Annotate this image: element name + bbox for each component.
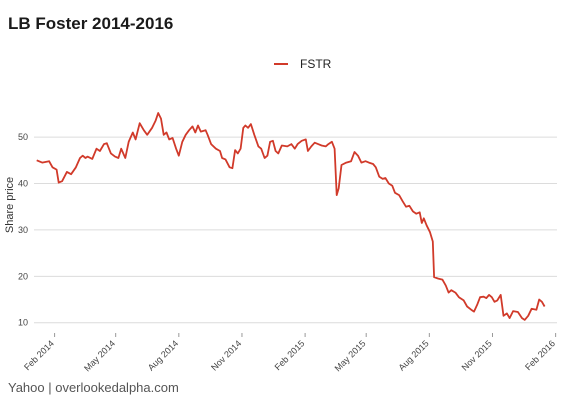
grid: [34, 136, 557, 324]
series-line-fstr: [36, 112, 546, 321]
y-tick-label: 30: [18, 225, 28, 235]
chart-title: LB Foster 2014-2016: [8, 14, 174, 33]
x-axis: Feb 2014 May 2014 Aug 2014 Nov 2014 Feb 2015…: [22, 333, 557, 373]
legend: FSTR: [274, 57, 332, 71]
x-tick-label: May 2014: [82, 338, 117, 373]
y-axis: 10 20 30 40 50: [18, 132, 28, 328]
series-group: [36, 112, 546, 321]
source-note: Yahoo | overlookedalpha.com: [8, 380, 179, 395]
y-tick-label: 50: [18, 132, 28, 142]
y-tick-label: 20: [18, 271, 28, 281]
x-tick-label: Aug 2014: [146, 338, 180, 372]
x-tick-label: Nov 2015: [460, 338, 494, 372]
y-axis-title: Share price: [4, 177, 16, 233]
x-tick-label: Feb 2016: [523, 338, 557, 372]
x-tick-label: Nov 2014: [209, 338, 243, 372]
y-tick-label: 10: [18, 318, 28, 328]
y-tick-label: 40: [18, 179, 28, 189]
x-tick-label: May 2015: [333, 338, 368, 373]
legend-label: FSTR: [300, 57, 332, 71]
x-tick-label: Feb 2015: [273, 338, 307, 372]
x-tick-label: Feb 2014: [22, 338, 56, 372]
x-tick-label: Aug 2015: [396, 338, 430, 372]
